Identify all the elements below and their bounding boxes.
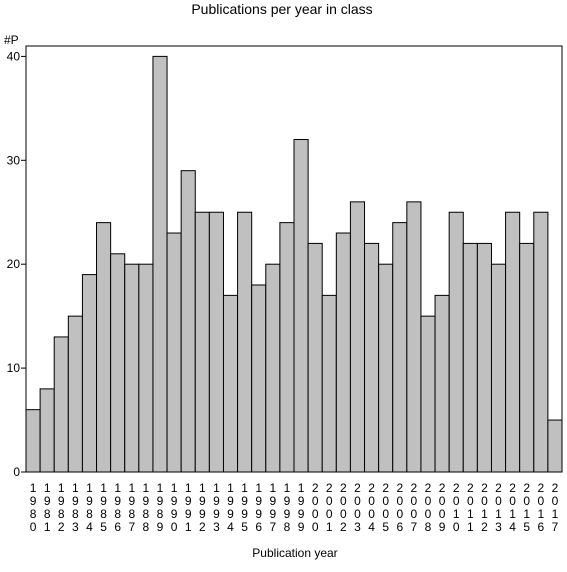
y-tick-label-30: 30 bbox=[7, 153, 21, 167]
y-tick-label-0: 0 bbox=[13, 465, 20, 479]
bar-1982 bbox=[53, 336, 69, 473]
bar-2011 bbox=[462, 242, 478, 473]
bar-1981 bbox=[39, 388, 55, 473]
bar-1995 bbox=[237, 211, 253, 473]
y-tick-label-40: 40 bbox=[7, 49, 21, 63]
bars bbox=[25, 55, 563, 473]
bar-2006 bbox=[392, 222, 408, 473]
y-axis: 0 10 20 30 40 bbox=[7, 49, 26, 479]
bar-1985 bbox=[96, 222, 112, 473]
bar-1980 bbox=[25, 409, 41, 473]
chart-title: Publications per year in class bbox=[191, 1, 372, 17]
bar-2005 bbox=[378, 263, 394, 473]
bar-1988 bbox=[138, 263, 154, 473]
bar-1989 bbox=[152, 55, 168, 473]
x-axis-label: Publication year bbox=[252, 546, 337, 560]
bar-1999 bbox=[293, 139, 309, 473]
bar-1992 bbox=[194, 211, 210, 473]
bar-1993 bbox=[208, 211, 224, 473]
bar-2012 bbox=[476, 242, 492, 473]
plot-frame bbox=[25, 45, 563, 473]
bar-2000 bbox=[307, 242, 323, 473]
bar-1984 bbox=[81, 274, 98, 473]
bar-2010 bbox=[448, 211, 464, 473]
y-axis-label: #P bbox=[4, 33, 19, 47]
bar-2003 bbox=[349, 201, 366, 473]
bar-1994 bbox=[222, 294, 239, 473]
bar-1983 bbox=[67, 315, 83, 473]
bar-1987 bbox=[124, 263, 140, 473]
bar-2015 bbox=[519, 242, 535, 473]
x-axis: 1 9 8 0 1 9 8 1 1 9 8 2 1 9 8 3 1 9 8 4 1 9 8 5 1 9 8 6 1 9 8 7 1 9 8 8 1 9 8 9… bbox=[30, 481, 559, 534]
bar-2002 bbox=[335, 232, 351, 473]
bar-1997 bbox=[265, 263, 281, 473]
bar-2014 bbox=[505, 211, 521, 473]
bar-2001 bbox=[321, 294, 337, 473]
bar-1990 bbox=[166, 232, 182, 473]
bar-1991 bbox=[180, 170, 196, 473]
y-tick-label-10: 10 bbox=[7, 361, 21, 375]
y-tick-label-20: 20 bbox=[7, 257, 21, 271]
bar-2008 bbox=[420, 315, 436, 473]
bar-2013 bbox=[490, 263, 507, 473]
bar-2017 bbox=[547, 419, 563, 473]
bar-2007 bbox=[406, 201, 422, 473]
bar-1986 bbox=[110, 253, 126, 473]
bar-2009 bbox=[434, 294, 450, 473]
bar-2004 bbox=[364, 242, 380, 473]
bar-1996 bbox=[251, 284, 267, 473]
bar-2016 bbox=[533, 211, 549, 473]
bar-1998 bbox=[279, 222, 295, 473]
